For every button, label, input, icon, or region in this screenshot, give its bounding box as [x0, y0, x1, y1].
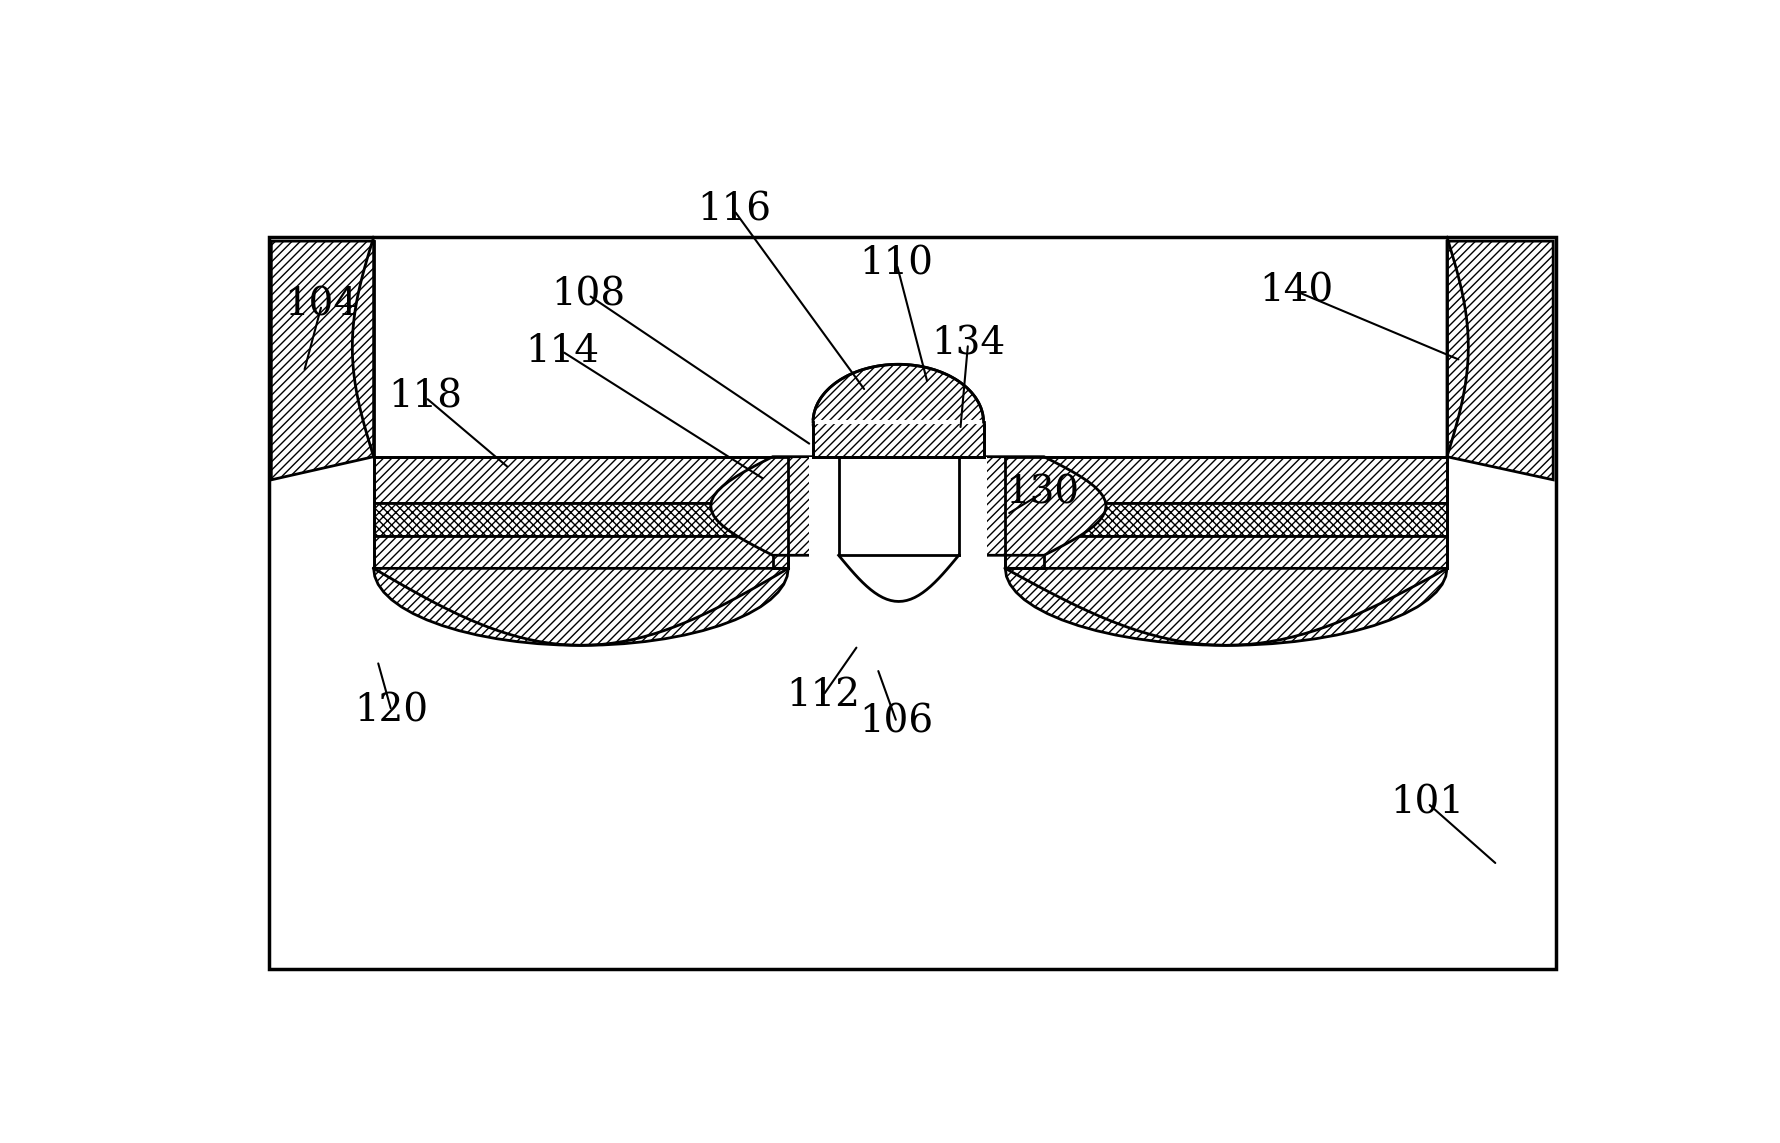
Polygon shape — [374, 457, 789, 503]
Bar — [810, 457, 988, 930]
Text: 101: 101 — [1390, 785, 1465, 822]
Polygon shape — [838, 457, 959, 546]
Polygon shape — [959, 457, 1105, 555]
Polygon shape — [374, 568, 789, 646]
Polygon shape — [374, 503, 789, 536]
Text: 104: 104 — [285, 287, 360, 323]
Polygon shape — [710, 457, 838, 555]
Polygon shape — [1006, 503, 1447, 536]
Text: 114: 114 — [525, 333, 600, 369]
Text: 120: 120 — [354, 693, 429, 729]
Polygon shape — [1006, 457, 1447, 503]
Polygon shape — [1006, 536, 1447, 568]
Polygon shape — [838, 546, 959, 555]
Polygon shape — [1447, 241, 1554, 480]
Text: 112: 112 — [787, 677, 860, 714]
Text: 130: 130 — [1006, 474, 1079, 511]
Polygon shape — [1006, 568, 1447, 646]
Text: 106: 106 — [860, 704, 935, 741]
Polygon shape — [813, 422, 984, 457]
Text: 134: 134 — [931, 325, 1006, 362]
Polygon shape — [374, 536, 789, 568]
Text: 118: 118 — [388, 379, 463, 416]
Polygon shape — [271, 241, 374, 480]
Text: 108: 108 — [552, 277, 625, 313]
Bar — [269, 238, 1556, 969]
Text: 116: 116 — [698, 192, 771, 229]
Text: 140: 140 — [1258, 273, 1333, 310]
Text: 110: 110 — [860, 246, 935, 282]
Ellipse shape — [813, 365, 984, 480]
